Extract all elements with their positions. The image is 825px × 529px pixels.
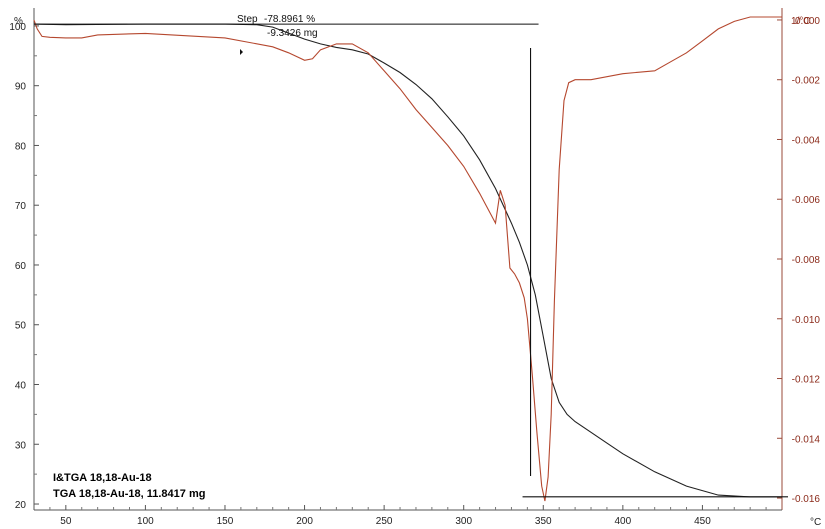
x-tick-label: 450 [694,516,711,527]
left-y-axis: 20 30 40 50 60 70 80 90 100 [9,22,39,511]
right-tick-label: -0.016 [792,494,821,505]
right-tick-label: -0.010 [792,315,821,326]
legend-entry-1: I&TGA 18,18-Au-18 [53,472,152,484]
right-tick-label: -0.012 [792,375,821,386]
step-mass: -9.3426 mg [267,28,318,39]
left-tick-label: 70 [15,201,27,212]
legend-entry-2: TGA 18,18-Au-18, 11.8417 mg [53,488,205,500]
left-tick-label: 60 [15,261,27,272]
left-tick-label: 80 [15,141,27,152]
step-annotation: Step -78.8961 % -9.3426 mg [34,14,788,498]
x-tick-label: 350 [535,516,552,527]
left-axis-unit: % [14,16,23,27]
step-marker-icon [240,49,243,55]
legend: I&TGA 18,18-Au-18 TGA 18,18-Au-18, 11.84… [53,472,205,500]
x-axis: 50 100 150 200 250 300 350 400 450 [49,505,767,527]
step-percent: -78.8961 % [264,14,315,25]
left-tick-label: 30 [15,440,27,451]
left-tick-label: 50 [15,321,27,332]
dtg-curve [33,16,782,502]
x-tick-label: 400 [615,516,632,527]
right-axis-unit: 1/°C [791,16,811,27]
tga-curve [33,23,782,498]
left-tick-label: 20 [15,500,27,511]
left-tick-label: 40 [15,381,27,392]
left-tick-label: 100 [9,22,26,33]
step-label: Step [237,14,258,25]
left-tick-label: 90 [15,82,27,93]
right-tick-label: -0.006 [792,195,821,206]
plot-frame [33,8,783,511]
x-axis-unit: °C [810,517,821,528]
x-tick-label: 300 [455,516,472,527]
right-tick-label: 0.000 [795,16,820,27]
series-layer [33,16,782,502]
right-y-axis: 0.000 -0.002 -0.004 -0.006 -0.008 -0.010 -0.01… [777,16,820,505]
x-tick-label: 100 [137,516,154,527]
right-tick-label: -0.004 [792,135,821,146]
x-tick-label: 150 [217,516,234,527]
right-tick-label: -0.002 [792,76,821,87]
right-tick-label: -0.008 [792,255,821,266]
right-tick-label: -0.014 [792,434,821,445]
x-tick-label: 250 [376,516,393,527]
x-tick-label: 50 [60,516,72,527]
x-tick-label: 200 [296,516,313,527]
